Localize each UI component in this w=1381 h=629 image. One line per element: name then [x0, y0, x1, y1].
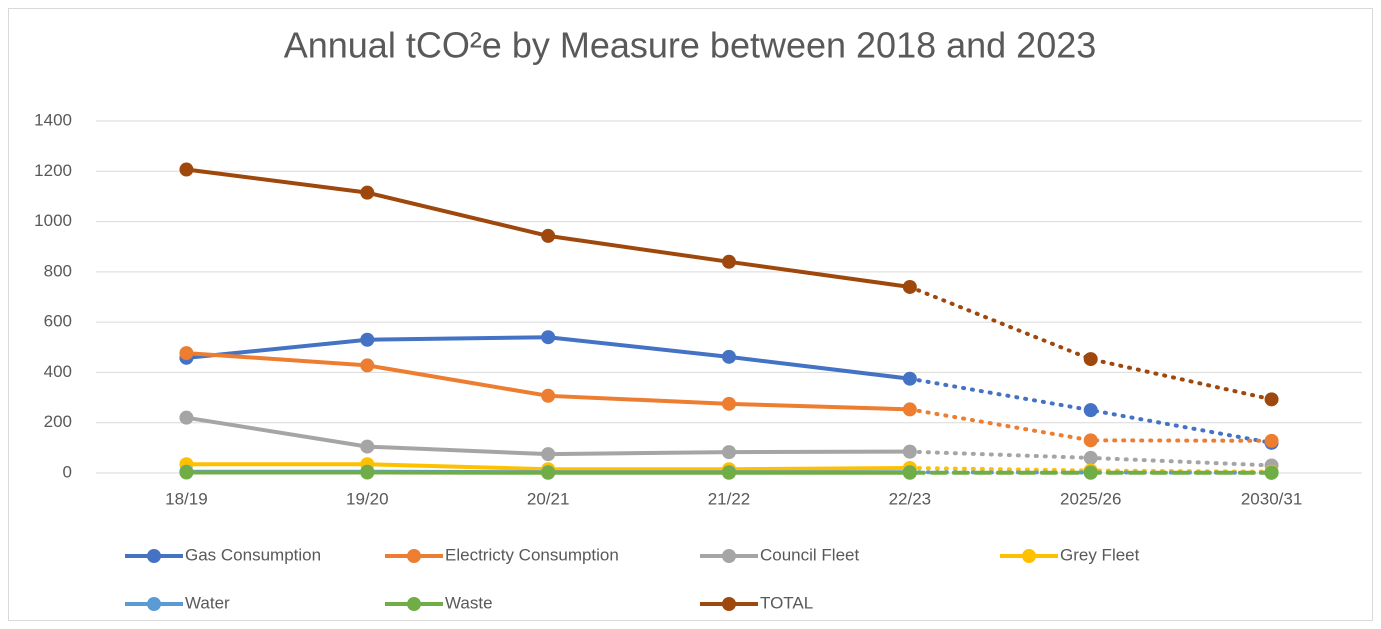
chart-frame: [8, 8, 1373, 621]
y-tick-label: 1200: [34, 161, 72, 180]
point: [179, 465, 194, 480]
legend-marker: [407, 549, 421, 563]
point: [360, 332, 375, 347]
x-tick-label: 21/22: [708, 489, 751, 508]
point: [1083, 433, 1098, 448]
point: [179, 410, 194, 425]
x-tick-label: 19/20: [346, 489, 389, 508]
legend-label: Gas Consumption: [185, 545, 321, 564]
legend-label: Grey Fleet: [1060, 545, 1140, 564]
point: [902, 444, 917, 459]
point: [179, 162, 194, 177]
y-tick-label: 400: [44, 362, 72, 381]
point: [902, 279, 917, 294]
point: [541, 447, 556, 462]
x-tick-label: 18/19: [165, 489, 208, 508]
point: [360, 439, 375, 454]
y-tick-label: 1400: [34, 110, 72, 129]
legend-marker: [407, 597, 421, 611]
point: [1083, 465, 1098, 480]
x-tick-label: 22/23: [889, 489, 932, 508]
y-tick-label: 600: [44, 312, 72, 331]
point: [541, 330, 556, 345]
legend-label: Waste: [445, 593, 493, 612]
x-tick-label: 2025/26: [1060, 489, 1121, 508]
legend-label: Electricty Consumption: [445, 545, 619, 564]
point: [902, 402, 917, 417]
point: [1264, 392, 1279, 407]
legend-label: TOTAL: [760, 593, 813, 612]
point: [1264, 465, 1279, 480]
y-tick-label: 200: [44, 412, 72, 431]
point: [1083, 450, 1098, 465]
point: [541, 465, 556, 480]
legend-label: Water: [185, 593, 230, 612]
projection-line: [907, 284, 1274, 402]
point: [722, 396, 736, 411]
legend-marker: [722, 549, 736, 563]
point: [722, 465, 736, 480]
point: [179, 346, 194, 361]
point: [1083, 352, 1098, 367]
legend-marker: [1022, 549, 1036, 563]
legend-marker: [147, 597, 161, 611]
point: [902, 371, 917, 386]
x-tick-label: 20/21: [527, 489, 570, 508]
point: [360, 358, 375, 373]
projection-line: [907, 407, 1274, 443]
point: [722, 349, 736, 364]
point: [541, 228, 556, 243]
x-tick-label: 2030/31: [1241, 489, 1302, 508]
y-tick-label: 1000: [34, 211, 72, 230]
legend-marker: [722, 597, 736, 611]
legend-label: Council Fleet: [760, 545, 859, 564]
projection-line: [907, 376, 1274, 445]
legend-marker: [147, 549, 161, 563]
point: [1264, 433, 1279, 448]
point: [722, 254, 736, 269]
chart-title: Annual tCO²e by Measure between 2018 and…: [284, 25, 1097, 66]
point: [541, 388, 556, 403]
point: [1083, 403, 1098, 418]
point: [360, 465, 375, 480]
point: [722, 445, 736, 460]
y-tick-label: 0: [63, 462, 72, 481]
point: [360, 185, 375, 200]
y-tick-label: 800: [44, 261, 72, 280]
point: [902, 465, 917, 480]
